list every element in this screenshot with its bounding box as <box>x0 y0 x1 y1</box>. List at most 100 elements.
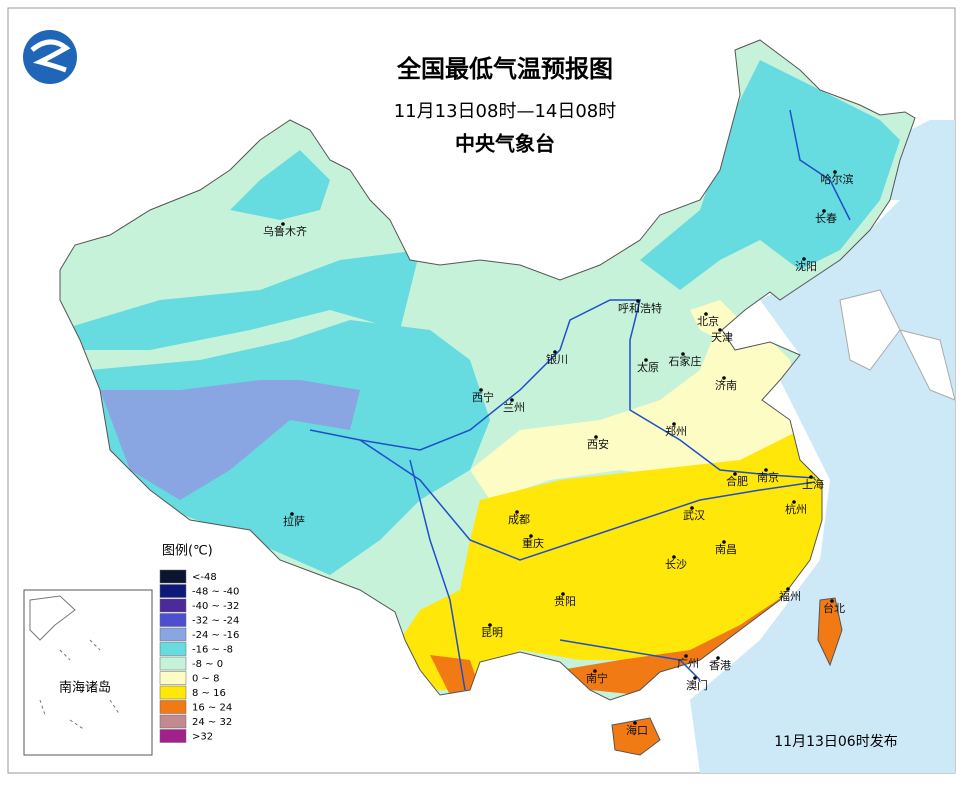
city-label: 呼和浩特 <box>618 301 662 315</box>
city-dot <box>561 592 565 596</box>
legend-swatch <box>159 671 187 685</box>
city-dot <box>594 435 598 439</box>
city-dot <box>830 599 834 603</box>
neighbor-land <box>839 289 956 401</box>
legend-label: -32 ~ -24 <box>192 616 239 627</box>
legend-swatch <box>159 584 187 598</box>
city-dot <box>690 506 694 510</box>
legend-title: 图例(℃) <box>162 544 213 559</box>
city-dot <box>644 358 648 362</box>
city-dot <box>704 312 708 316</box>
legend-swatch <box>159 569 187 584</box>
city-dot <box>822 209 826 213</box>
issuer: 中央气象台 <box>455 132 555 156</box>
rivers <box>309 109 851 691</box>
city-dot <box>718 328 722 332</box>
city-dot <box>693 676 697 680</box>
city-dot <box>479 388 483 392</box>
city-label: 福州 <box>779 589 801 603</box>
city-label: 海口 <box>626 723 648 737</box>
release-note: 11月13日06时发布 <box>774 734 897 750</box>
city-dot <box>290 512 294 516</box>
legend-swatch <box>159 685 187 700</box>
city-label: 长沙 <box>665 558 687 571</box>
city-dot <box>515 510 519 514</box>
city-label: 兰州 <box>503 401 525 414</box>
legend-swatch <box>159 700 187 714</box>
city-dot <box>510 398 514 402</box>
city-dot <box>593 669 597 673</box>
legend-label: >32 <box>192 732 213 743</box>
city-label: 武汉 <box>683 509 705 522</box>
city-dot <box>802 257 806 261</box>
city-label: 西宁 <box>472 390 494 404</box>
city-label: 杭州 <box>785 502 807 516</box>
city-dot <box>792 500 796 504</box>
city-label: 哈尔滨 <box>821 172 854 186</box>
temperature-zones <box>60 40 915 700</box>
city-label: 重庆 <box>522 536 544 550</box>
legend-swatch <box>159 642 187 656</box>
legend: <-48 -48 ~ -40 -40 ~ -32 -32 ~ -24 -24 ~ -16… <box>159 569 239 743</box>
city-label: 北京 <box>697 314 719 328</box>
hainan <box>611 717 661 756</box>
city-label: 上海 <box>802 477 824 491</box>
city-label: 郑州 <box>665 424 687 438</box>
city-label: 拉萨 <box>283 514 305 528</box>
city-label: 长春 <box>815 212 837 225</box>
city-label: 昆明 <box>481 626 503 639</box>
inset-islands <box>39 639 121 731</box>
city-label: 石家庄 <box>669 354 702 368</box>
city-dot <box>716 656 720 660</box>
city-label: 澳门 <box>686 678 708 692</box>
city-dot <box>764 468 768 472</box>
legend-label: <-48 <box>192 572 217 583</box>
city-label: 南昌 <box>715 543 737 556</box>
city-dot <box>281 222 285 226</box>
legend-swatch <box>159 656 187 671</box>
city-dot <box>833 170 837 174</box>
city-dot <box>529 534 533 538</box>
city-label: 南京 <box>757 470 779 484</box>
city-dot <box>672 555 676 559</box>
city-dot <box>733 472 737 476</box>
city-label: 太原 <box>637 361 659 374</box>
city-label: 济南 <box>715 378 737 392</box>
city-label: 台北 <box>823 601 845 615</box>
city-dot <box>636 299 640 303</box>
legend-label: 16 ~ 24 <box>192 703 232 714</box>
city-dot <box>786 587 790 591</box>
legend-swatch <box>159 729 187 743</box>
legend-swatch <box>159 613 187 627</box>
legend-label: -40 ~ -32 <box>192 601 239 612</box>
city-label: 贵阳 <box>554 595 576 608</box>
city-dot <box>681 352 685 356</box>
legend-swatch <box>159 598 187 613</box>
city-label: 西安 <box>587 437 609 451</box>
city-dot <box>672 422 676 426</box>
legend-label: 24 ~ 32 <box>192 717 232 728</box>
city-dot <box>722 376 726 380</box>
city-dot <box>722 540 726 544</box>
city-label: 合肥 <box>726 474 748 488</box>
city-dot <box>809 475 813 479</box>
taiwan <box>817 597 843 667</box>
map-title: 全国最低气温预报图 <box>396 55 613 83</box>
city-label: 沈阳 <box>795 259 817 273</box>
legend-swatch <box>159 627 187 642</box>
city-label: 乌鲁木齐 <box>263 224 307 238</box>
legend-swatch <box>159 714 187 729</box>
inset-label: 南海诸岛 <box>59 680 111 696</box>
city-label: 银川 <box>546 352 568 366</box>
city-label: 天津 <box>711 331 733 344</box>
legend-label: -48 ~ -40 <box>192 587 239 598</box>
city-dot <box>684 654 688 658</box>
city-label: 香港 <box>709 659 731 672</box>
legend-label: 0 ~ 8 <box>192 674 219 685</box>
city-dot <box>488 623 492 627</box>
legend-label: 8 ~ 16 <box>192 688 226 699</box>
inset-land <box>29 595 76 641</box>
city-label: 南宁 <box>586 671 608 685</box>
